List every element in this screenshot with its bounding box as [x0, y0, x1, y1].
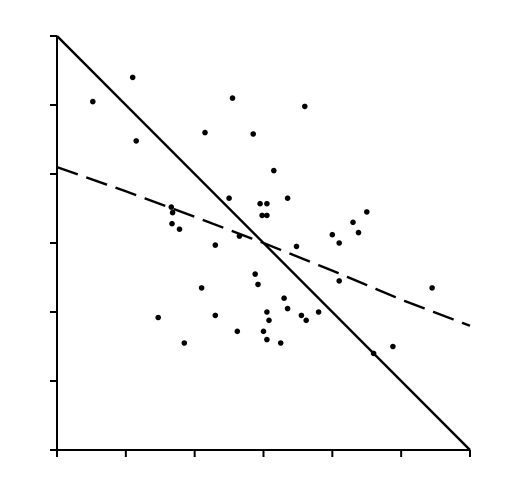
scatter-point — [250, 131, 256, 137]
scatter-point — [199, 285, 205, 291]
scatter-point — [356, 230, 362, 236]
scatter-point — [257, 201, 263, 207]
scatter-point — [230, 95, 236, 101]
scatter-point — [285, 306, 291, 312]
scatter-point — [364, 209, 370, 215]
scatter-point — [302, 104, 308, 110]
scatter-point — [316, 309, 322, 315]
scatter-point — [213, 242, 219, 248]
scatter-point — [182, 340, 188, 346]
scatter-point — [252, 271, 258, 277]
scatter-point — [202, 130, 208, 136]
scatter-point — [336, 278, 342, 284]
scatter-point — [264, 309, 270, 315]
scatter-point — [177, 226, 183, 232]
scatter-point — [170, 210, 176, 216]
scatter-point — [330, 232, 336, 238]
scatter-point — [336, 240, 342, 246]
scatter-point — [90, 99, 96, 105]
scatter-point — [259, 213, 265, 219]
scatter-point — [281, 295, 287, 301]
scatter-point — [266, 318, 272, 324]
scatter-point — [303, 318, 309, 324]
scatter-point — [133, 138, 139, 144]
axes — [50, 36, 470, 457]
scatter-point — [271, 168, 277, 174]
scatter-point — [169, 204, 175, 210]
scatter-point — [235, 329, 241, 335]
scatter-point — [255, 282, 261, 288]
scatter-point — [350, 220, 356, 226]
scatter-point — [429, 285, 435, 291]
scatter-point — [294, 244, 300, 250]
scatter-point — [285, 195, 291, 201]
scatter-point — [264, 337, 270, 343]
scatter-point — [390, 344, 396, 350]
scatter-point — [278, 340, 284, 346]
scatter-point — [264, 201, 270, 207]
scatter-point — [371, 351, 377, 357]
dashed-trend-line — [57, 167, 470, 326]
scatter-point — [130, 75, 136, 81]
scatter-point — [155, 315, 161, 321]
scatter-point — [264, 213, 270, 219]
scatter-point — [261, 329, 267, 335]
scatter-point — [213, 313, 219, 319]
scatter-point — [299, 313, 305, 319]
scatter-point — [237, 233, 243, 239]
scatter-point — [226, 195, 232, 201]
trend-lines — [57, 36, 470, 450]
data-points — [90, 75, 435, 357]
scatter-point — [169, 221, 175, 227]
